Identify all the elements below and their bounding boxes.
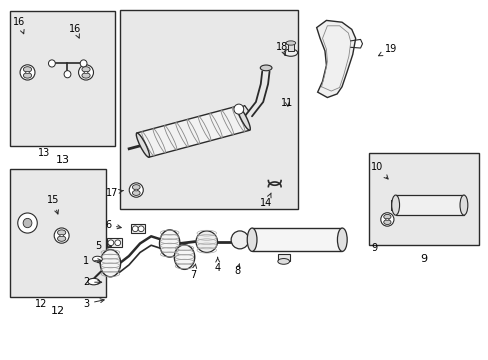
Ellipse shape	[82, 67, 90, 72]
Ellipse shape	[231, 231, 248, 249]
Ellipse shape	[60, 235, 63, 237]
Polygon shape	[316, 21, 355, 98]
Text: 10: 10	[370, 162, 387, 179]
Text: 3: 3	[83, 299, 104, 309]
Ellipse shape	[459, 195, 467, 215]
Ellipse shape	[100, 249, 121, 277]
Ellipse shape	[58, 230, 65, 235]
Ellipse shape	[23, 219, 32, 228]
Ellipse shape	[277, 258, 289, 264]
Ellipse shape	[23, 67, 32, 72]
Text: 16: 16	[69, 24, 81, 38]
Ellipse shape	[20, 65, 35, 80]
Ellipse shape	[132, 226, 138, 231]
Ellipse shape	[80, 60, 87, 67]
Bar	[10, 169, 105, 297]
Ellipse shape	[233, 104, 243, 114]
Text: 15: 15	[46, 195, 59, 214]
Text: 9: 9	[419, 253, 427, 264]
Ellipse shape	[138, 226, 144, 231]
Ellipse shape	[284, 49, 297, 56]
Ellipse shape	[108, 240, 114, 246]
Text: 2: 2	[83, 277, 102, 287]
Text: 1: 1	[83, 256, 102, 266]
Ellipse shape	[58, 236, 65, 241]
Ellipse shape	[132, 185, 140, 190]
Text: 13: 13	[56, 155, 70, 165]
Ellipse shape	[18, 213, 37, 233]
Text: 16: 16	[13, 17, 25, 34]
Ellipse shape	[88, 278, 100, 285]
Bar	[10, 12, 115, 146]
Ellipse shape	[54, 228, 69, 243]
Text: 17: 17	[105, 188, 123, 198]
Text: 19: 19	[378, 44, 396, 56]
Text: 11: 11	[281, 98, 293, 108]
Bar	[287, 43, 293, 51]
Ellipse shape	[159, 230, 180, 257]
Text: 12: 12	[51, 306, 65, 315]
Text: 7: 7	[190, 264, 196, 280]
Text: 18: 18	[276, 42, 288, 55]
Ellipse shape	[129, 183, 143, 197]
Ellipse shape	[385, 219, 388, 220]
Ellipse shape	[391, 195, 399, 215]
Bar	[395, 195, 463, 215]
Bar	[277, 253, 289, 261]
Ellipse shape	[64, 71, 71, 78]
Bar	[131, 224, 145, 233]
Ellipse shape	[92, 256, 102, 262]
Ellipse shape	[136, 133, 149, 157]
Ellipse shape	[25, 72, 29, 73]
Ellipse shape	[23, 73, 32, 78]
Ellipse shape	[174, 245, 194, 269]
Ellipse shape	[237, 106, 250, 130]
Ellipse shape	[115, 240, 121, 246]
Ellipse shape	[134, 189, 138, 191]
Bar	[137, 106, 249, 157]
Ellipse shape	[48, 60, 55, 67]
Ellipse shape	[383, 220, 390, 225]
Ellipse shape	[82, 73, 90, 78]
Bar	[107, 238, 122, 247]
Bar	[120, 10, 298, 209]
Text: 9: 9	[370, 243, 377, 253]
Ellipse shape	[337, 228, 346, 251]
Text: 6: 6	[105, 220, 121, 230]
Text: 13: 13	[38, 148, 50, 158]
Text: 12: 12	[35, 299, 47, 309]
Bar	[368, 153, 478, 244]
Text: 4: 4	[214, 257, 220, 273]
Ellipse shape	[132, 190, 140, 195]
Ellipse shape	[380, 213, 393, 226]
Ellipse shape	[247, 228, 257, 251]
Ellipse shape	[383, 215, 390, 219]
Bar	[252, 228, 342, 251]
Ellipse shape	[79, 65, 93, 80]
Ellipse shape	[84, 72, 88, 73]
Ellipse shape	[285, 41, 295, 45]
Text: 14: 14	[260, 193, 272, 208]
Text: 8: 8	[234, 264, 240, 276]
Ellipse shape	[196, 231, 217, 252]
Text: 5: 5	[95, 241, 111, 251]
Ellipse shape	[260, 65, 271, 71]
